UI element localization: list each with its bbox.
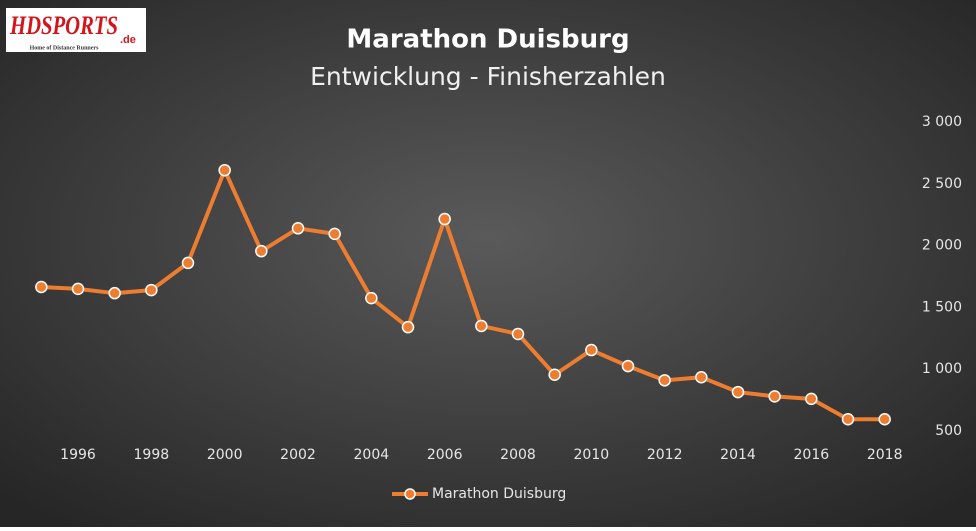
- logo-tagline: Home of Distance Runners: [30, 45, 99, 51]
- data-point: [255, 244, 268, 258]
- data-point: [878, 413, 891, 426]
- data-point: [511, 327, 525, 341]
- data-point: [621, 359, 635, 373]
- x-tick-label: 2006: [427, 447, 463, 463]
- legend-marker: [404, 488, 416, 500]
- data-point: [71, 282, 85, 296]
- data-point: [181, 256, 195, 270]
- data-point: [695, 370, 708, 384]
- logo-box: [6, 8, 146, 52]
- x-tick-label: 2012: [647, 447, 683, 463]
- x-tick-label: 2014: [720, 447, 756, 463]
- x-tick-label: 2002: [280, 447, 316, 463]
- logo: HDSPORTS .de Home of Distance Runners: [6, 8, 146, 52]
- data-point: [35, 280, 48, 294]
- x-tick-label: 2010: [574, 447, 610, 463]
- data-point: [841, 413, 855, 426]
- data-point: [365, 291, 378, 305]
- chart-title: Marathon Duisburg: [346, 25, 629, 55]
- y-tick-label: 3 000: [922, 114, 962, 130]
- x-tick-label: 1996: [60, 447, 96, 463]
- x-tick-label: 2008: [500, 447, 536, 463]
- y-tick-label: 2 500: [922, 176, 962, 192]
- data-point: [768, 390, 781, 403]
- data-point: [328, 227, 341, 241]
- x-tick-label: 2018: [867, 447, 903, 463]
- data-point: [805, 392, 818, 406]
- y-tick-label: 500: [935, 423, 962, 439]
- chart-subtitle: Entwicklung - Finisherzahlen: [310, 62, 666, 91]
- data-point: [658, 374, 671, 387]
- x-tick-label: 2000: [207, 447, 243, 463]
- y-tick-label: 2 000: [922, 238, 962, 254]
- logo-main: HDSPORTS: [9, 11, 118, 40]
- data-point: [731, 385, 745, 399]
- y-tick-label: 1 000: [922, 361, 962, 377]
- x-tick-label: 2016: [794, 447, 830, 463]
- data-point: [548, 368, 561, 382]
- data-point: [291, 222, 305, 235]
- y-tick-label: 1 500: [922, 299, 962, 315]
- data-point: [145, 283, 158, 297]
- data-point: [438, 212, 451, 226]
- x-tick-label: 1998: [134, 447, 170, 463]
- legend-label: Marathon Duisburg: [432, 486, 566, 502]
- logo-suffix: .de: [120, 34, 136, 46]
- x-tick-label: 2004: [354, 447, 390, 463]
- data-point: [585, 343, 598, 357]
- data-point: [218, 163, 231, 177]
- data-point: [475, 319, 488, 333]
- data-point: [401, 320, 415, 334]
- data-point: [108, 286, 121, 300]
